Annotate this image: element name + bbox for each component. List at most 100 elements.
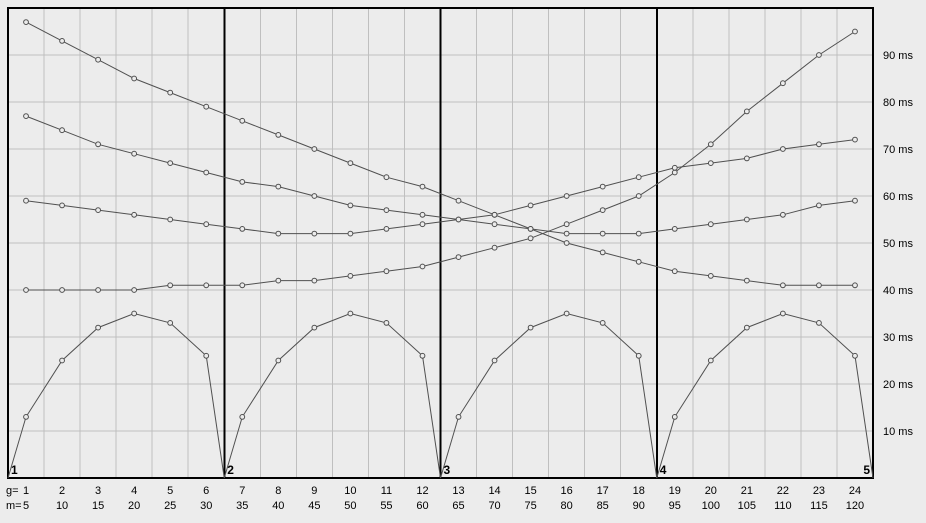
forward-line-2-marker bbox=[312, 231, 317, 236]
forward-line-3-marker bbox=[708, 222, 713, 227]
forward-line-4-marker bbox=[312, 147, 317, 152]
x-g-label: 12 bbox=[416, 485, 428, 497]
x-g-label: 18 bbox=[633, 485, 645, 497]
x-m-label: 95 bbox=[669, 500, 681, 512]
forward-line-3-marker bbox=[60, 128, 65, 133]
forward-line-2-marker bbox=[24, 198, 29, 203]
forward-line-3-marker bbox=[853, 198, 858, 203]
x-m-label: 85 bbox=[597, 500, 609, 512]
forward-line-1-marker bbox=[456, 255, 461, 260]
forward-line-2-marker bbox=[420, 222, 425, 227]
forward-line-3-marker bbox=[600, 231, 605, 236]
forward-line-1-marker bbox=[528, 236, 533, 241]
arc-1-marker bbox=[132, 311, 137, 316]
arc-2-marker bbox=[384, 321, 389, 326]
forward-line-2-marker bbox=[276, 231, 281, 236]
x-g-label: 23 bbox=[813, 485, 825, 497]
forward-line-3-marker bbox=[240, 180, 245, 185]
forward-line-4-marker bbox=[636, 259, 641, 264]
x-m-label: 100 bbox=[702, 500, 720, 512]
forward-line-3-marker bbox=[204, 170, 209, 175]
arc-1-marker bbox=[96, 325, 101, 330]
forward-line-4-marker bbox=[528, 227, 533, 232]
forward-line-1-marker bbox=[780, 81, 785, 86]
x-g-label: 5 bbox=[167, 485, 173, 497]
x-g-label: 10 bbox=[344, 485, 356, 497]
arc-2-marker bbox=[348, 311, 353, 316]
forward-line-3-marker bbox=[492, 222, 497, 227]
arc-2-marker bbox=[276, 358, 281, 363]
shot-label-3: 3 bbox=[444, 463, 451, 477]
forward-line-4-marker bbox=[204, 104, 209, 109]
y-tick-label: 30 ms bbox=[883, 332, 913, 344]
forward-line-3-marker bbox=[276, 184, 281, 189]
forward-line-1-marker bbox=[817, 53, 822, 58]
arc-3-marker bbox=[636, 353, 641, 358]
forward-line-1-marker bbox=[348, 274, 353, 279]
x-g-label: 20 bbox=[705, 485, 717, 497]
x-m-label: 75 bbox=[524, 500, 536, 512]
y-tick-label: 10 ms bbox=[883, 426, 913, 438]
x-g-label: 13 bbox=[452, 485, 464, 497]
forward-line-1-marker bbox=[384, 269, 389, 274]
forward-line-2-marker bbox=[780, 147, 785, 152]
forward-line-4-marker bbox=[420, 184, 425, 189]
forward-line-2-marker bbox=[384, 227, 389, 232]
forward-line-2-marker bbox=[60, 203, 65, 208]
x-m-label: 50 bbox=[344, 500, 356, 512]
forward-line-4-marker bbox=[240, 118, 245, 123]
shot-label-4: 4 bbox=[660, 463, 667, 477]
forward-line-4-marker bbox=[744, 278, 749, 283]
forward-line-3-marker bbox=[456, 217, 461, 222]
arc-1-marker bbox=[60, 358, 65, 363]
x-row-m-prefix: m= bbox=[6, 500, 22, 512]
x-g-label: 8 bbox=[275, 485, 281, 497]
x-m-label: 5 bbox=[23, 500, 29, 512]
arc-4-marker bbox=[672, 415, 677, 420]
x-m-label: 15 bbox=[92, 500, 104, 512]
forward-line-4-marker bbox=[600, 250, 605, 255]
forward-line-1-marker bbox=[60, 288, 65, 293]
shot-label-5: 5 bbox=[863, 463, 870, 477]
x-m-label: 55 bbox=[380, 500, 392, 512]
forward-line-4-marker bbox=[384, 175, 389, 180]
arc-3-marker bbox=[564, 311, 569, 316]
x-g-label: 7 bbox=[239, 485, 245, 497]
x-m-label: 65 bbox=[452, 500, 464, 512]
arc-4-marker bbox=[853, 353, 858, 358]
x-g-label: 21 bbox=[741, 485, 753, 497]
forward-line-1-marker bbox=[420, 264, 425, 269]
x-m-label: 30 bbox=[200, 500, 212, 512]
y-tick-label: 60 ms bbox=[883, 191, 913, 203]
x-m-label: 90 bbox=[633, 500, 645, 512]
forward-line-1-marker bbox=[24, 288, 29, 293]
x-g-label: 11 bbox=[381, 485, 392, 497]
forward-line-4-marker bbox=[348, 161, 353, 166]
forward-line-4-marker bbox=[132, 76, 137, 81]
forward-line-4-marker bbox=[853, 283, 858, 288]
x-m-label: 25 bbox=[164, 500, 176, 512]
forward-line-2-marker bbox=[96, 208, 101, 213]
forward-line-1-marker bbox=[96, 288, 101, 293]
forward-line-4-marker bbox=[564, 241, 569, 246]
forward-line-3-marker bbox=[780, 212, 785, 217]
x-g-label: 16 bbox=[561, 485, 573, 497]
forward-line-1-marker bbox=[204, 283, 209, 288]
forward-line-4-marker bbox=[817, 283, 822, 288]
forward-line-4-marker bbox=[780, 283, 785, 288]
forward-line-1-marker bbox=[636, 194, 641, 199]
forward-line-1-marker bbox=[600, 208, 605, 213]
forward-line-4-marker bbox=[456, 198, 461, 203]
forward-line-1-marker bbox=[853, 29, 858, 34]
arc-1-marker bbox=[204, 353, 209, 358]
x-g-label: 17 bbox=[597, 485, 609, 497]
forward-line-4-marker bbox=[492, 212, 497, 217]
x-g-label: 4 bbox=[131, 485, 137, 497]
forward-line-4-marker bbox=[24, 20, 29, 25]
x-g-label: 22 bbox=[777, 485, 789, 497]
x-g-label: 19 bbox=[669, 485, 681, 497]
shot-label-2: 2 bbox=[227, 463, 234, 477]
forward-line-3-marker bbox=[384, 208, 389, 213]
forward-line-3-marker bbox=[168, 161, 173, 166]
forward-line-2-marker bbox=[528, 203, 533, 208]
